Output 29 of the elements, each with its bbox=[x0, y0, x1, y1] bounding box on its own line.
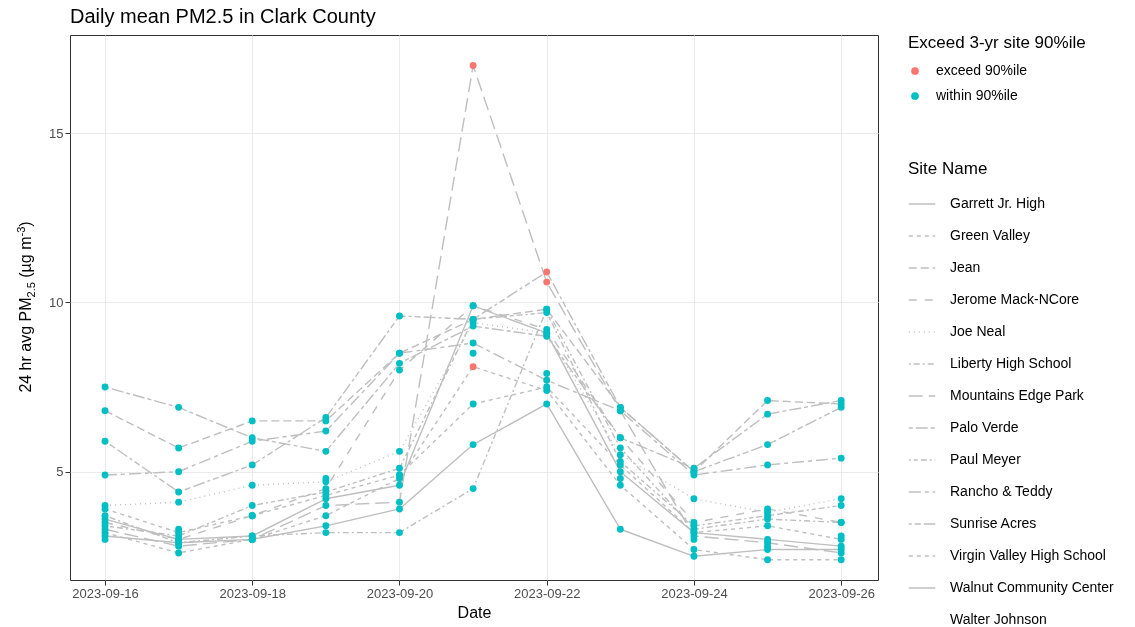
x-tick-label: 2023-09-24 bbox=[661, 585, 728, 601]
legend-label: Green Valley bbox=[950, 227, 1030, 243]
x-tick-label: 2023-09-20 bbox=[366, 585, 434, 601]
x-axis-title: Date bbox=[457, 603, 492, 621]
chart-title: Daily mean PM2.5 in Clark County bbox=[70, 5, 376, 27]
legend-label: Joe Neal bbox=[950, 323, 1006, 339]
text: Site Name bbox=[908, 159, 988, 178]
legend-label: Walnut Community Center bbox=[950, 579, 1114, 595]
y-tick-label: 10 bbox=[49, 294, 64, 310]
legend-label: Rancho & Teddy bbox=[950, 483, 1053, 499]
legend-label: Virgin Valley High School bbox=[950, 547, 1106, 563]
legend-label: within 90%ile bbox=[935, 87, 1018, 103]
legend-label: Liberty High School bbox=[950, 355, 1072, 371]
x-tick-label: 2023-09-22 bbox=[513, 585, 581, 601]
legend-label: exceed 90%ile bbox=[936, 62, 1028, 78]
y-tick-label: 5 bbox=[56, 464, 64, 480]
legend-label: Garrett Jr. High bbox=[950, 195, 1045, 211]
legend-label: Paul Meyer bbox=[950, 451, 1022, 467]
y-tick-label: 15 bbox=[49, 125, 64, 141]
legend-label: Sunrise Acres bbox=[950, 515, 1037, 531]
legend-label: Jean bbox=[950, 259, 981, 275]
legend-label: Jerome Mack-NCore bbox=[950, 291, 1080, 307]
x-tick-label: 2023-09-18 bbox=[219, 585, 286, 601]
x-tick-label: 2023-09-26 bbox=[808, 585, 875, 601]
text: Walter Johnson bbox=[950, 611, 1047, 627]
legend-label: Palo Verde bbox=[950, 419, 1019, 435]
legend-title: Exceed 3-yr site 90%ile bbox=[908, 33, 1086, 52]
x-tick-label: 2023-09-16 bbox=[72, 585, 139, 601]
legend-label: Mountains Edge Park bbox=[950, 387, 1085, 403]
